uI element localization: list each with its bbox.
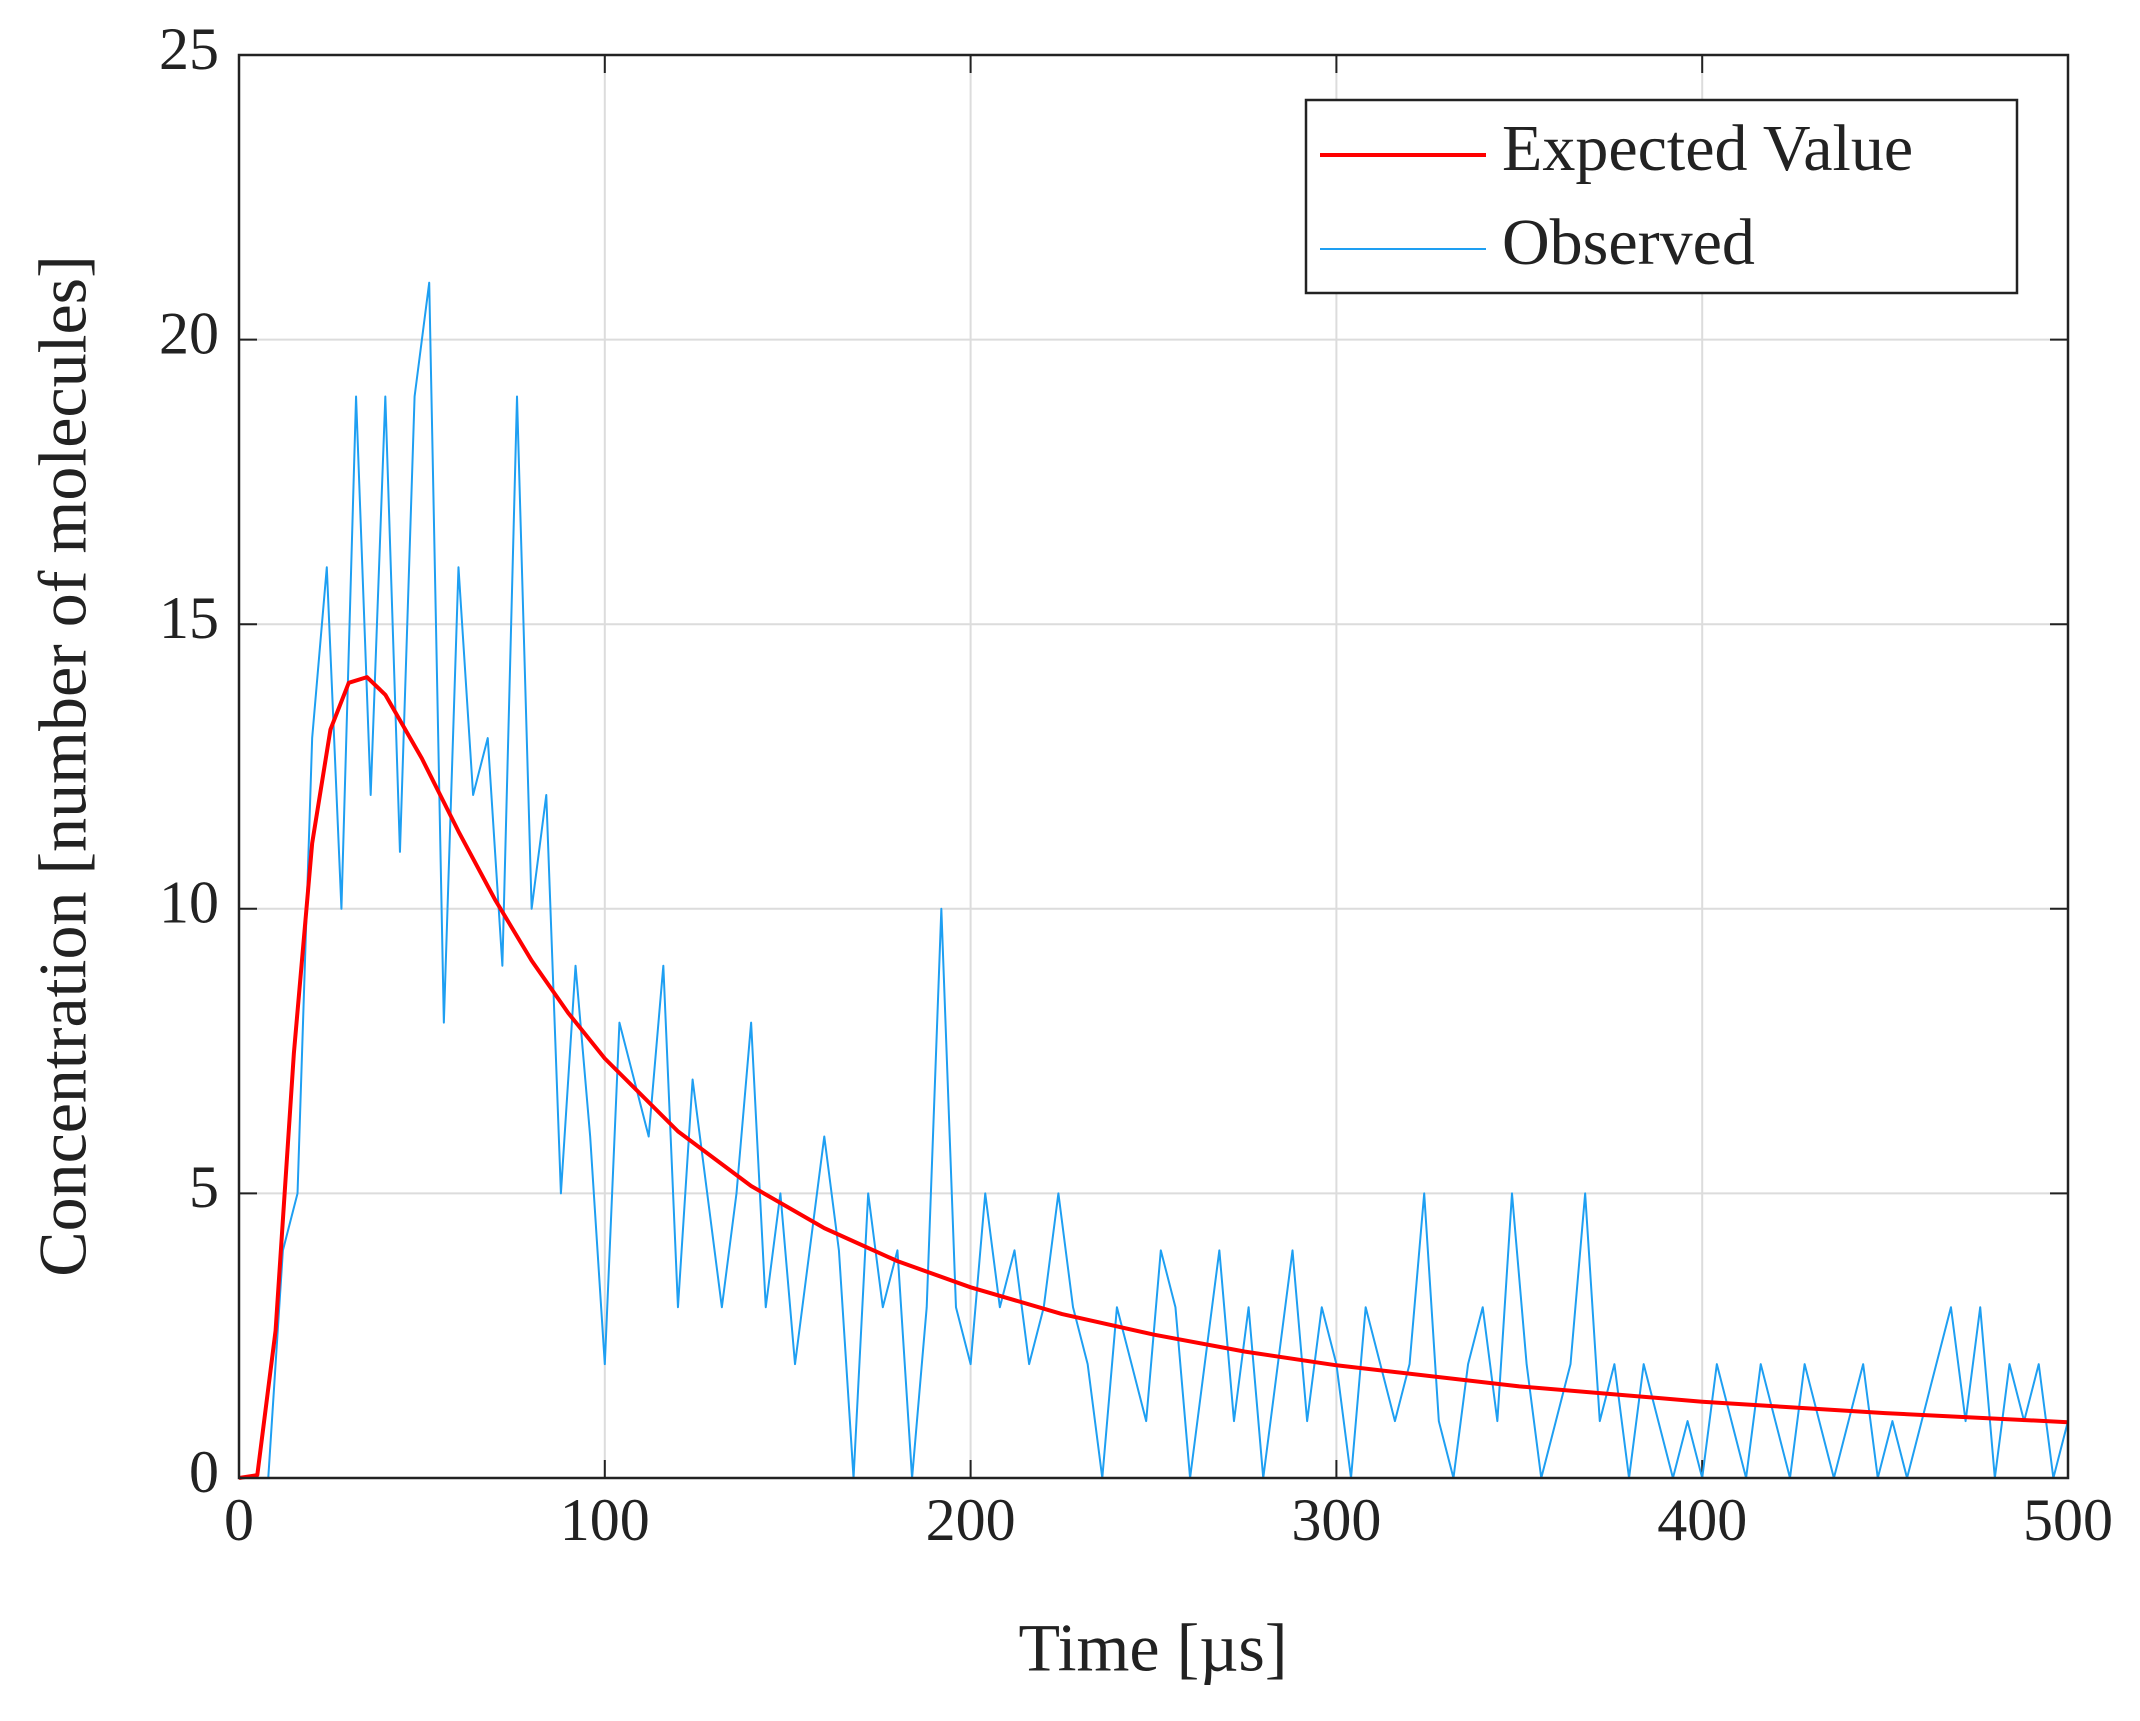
x-tick-label: 500 (2023, 1487, 2113, 1553)
x-axis-label: Time [µs] (1018, 1610, 1287, 1686)
y-tick-label: 20 (159, 300, 219, 366)
x-tick-label: 200 (926, 1487, 1016, 1553)
y-axis-label: Concentration [number of molecules] (25, 255, 101, 1277)
y-tick-label: 5 (189, 1154, 219, 1220)
y-tick-label: 15 (159, 585, 219, 651)
legend-label: Observed (1502, 206, 1755, 279)
legend-box (1304, 98, 2019, 295)
x-tick-label: 100 (560, 1487, 650, 1553)
x-tick-label: 300 (1291, 1487, 1381, 1553)
legend-label: Expected Value (1502, 112, 1913, 185)
y-tick-label: 0 (189, 1439, 219, 1505)
x-tick-label: 400 (1657, 1487, 1747, 1553)
y-tick-label: 10 (159, 870, 219, 936)
y-tick-label: 25 (159, 16, 219, 82)
x-tick-label: 0 (224, 1487, 254, 1553)
plot-frame (237, 53, 2070, 1480)
data-line (238, 675, 2069, 1480)
